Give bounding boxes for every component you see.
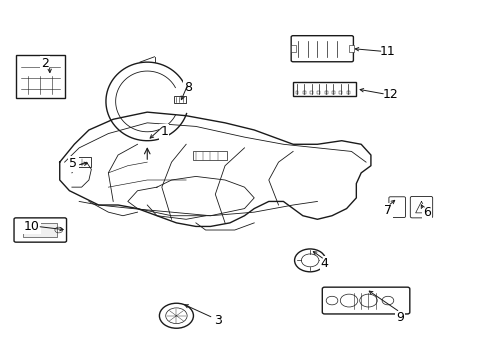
Bar xyxy=(174,96,186,103)
Bar xyxy=(23,223,57,237)
Bar xyxy=(331,91,334,94)
FancyBboxPatch shape xyxy=(14,218,66,242)
Text: 1: 1 xyxy=(160,125,168,138)
Text: 7: 7 xyxy=(383,204,391,217)
FancyBboxPatch shape xyxy=(292,82,356,96)
Bar xyxy=(295,91,298,94)
Text: 4: 4 xyxy=(320,257,328,270)
Bar xyxy=(290,45,295,52)
FancyBboxPatch shape xyxy=(409,197,432,218)
Bar xyxy=(339,91,342,94)
Bar xyxy=(317,91,320,94)
Text: 8: 8 xyxy=(184,81,192,94)
Bar xyxy=(348,45,353,52)
Bar xyxy=(346,91,349,94)
Bar xyxy=(324,91,327,94)
Text: 11: 11 xyxy=(379,45,395,58)
Text: 3: 3 xyxy=(213,314,221,327)
Text: 9: 9 xyxy=(395,311,403,324)
Bar xyxy=(69,157,91,167)
Bar xyxy=(302,91,305,94)
FancyBboxPatch shape xyxy=(290,36,353,62)
Text: 10: 10 xyxy=(23,220,40,233)
Text: 6: 6 xyxy=(422,206,430,219)
Text: 12: 12 xyxy=(382,88,397,101)
FancyBboxPatch shape xyxy=(322,287,409,314)
Text: 5: 5 xyxy=(69,157,77,170)
Bar xyxy=(309,91,312,94)
FancyBboxPatch shape xyxy=(388,197,405,217)
Bar xyxy=(193,152,227,160)
FancyBboxPatch shape xyxy=(16,55,64,98)
Text: 2: 2 xyxy=(41,57,49,71)
